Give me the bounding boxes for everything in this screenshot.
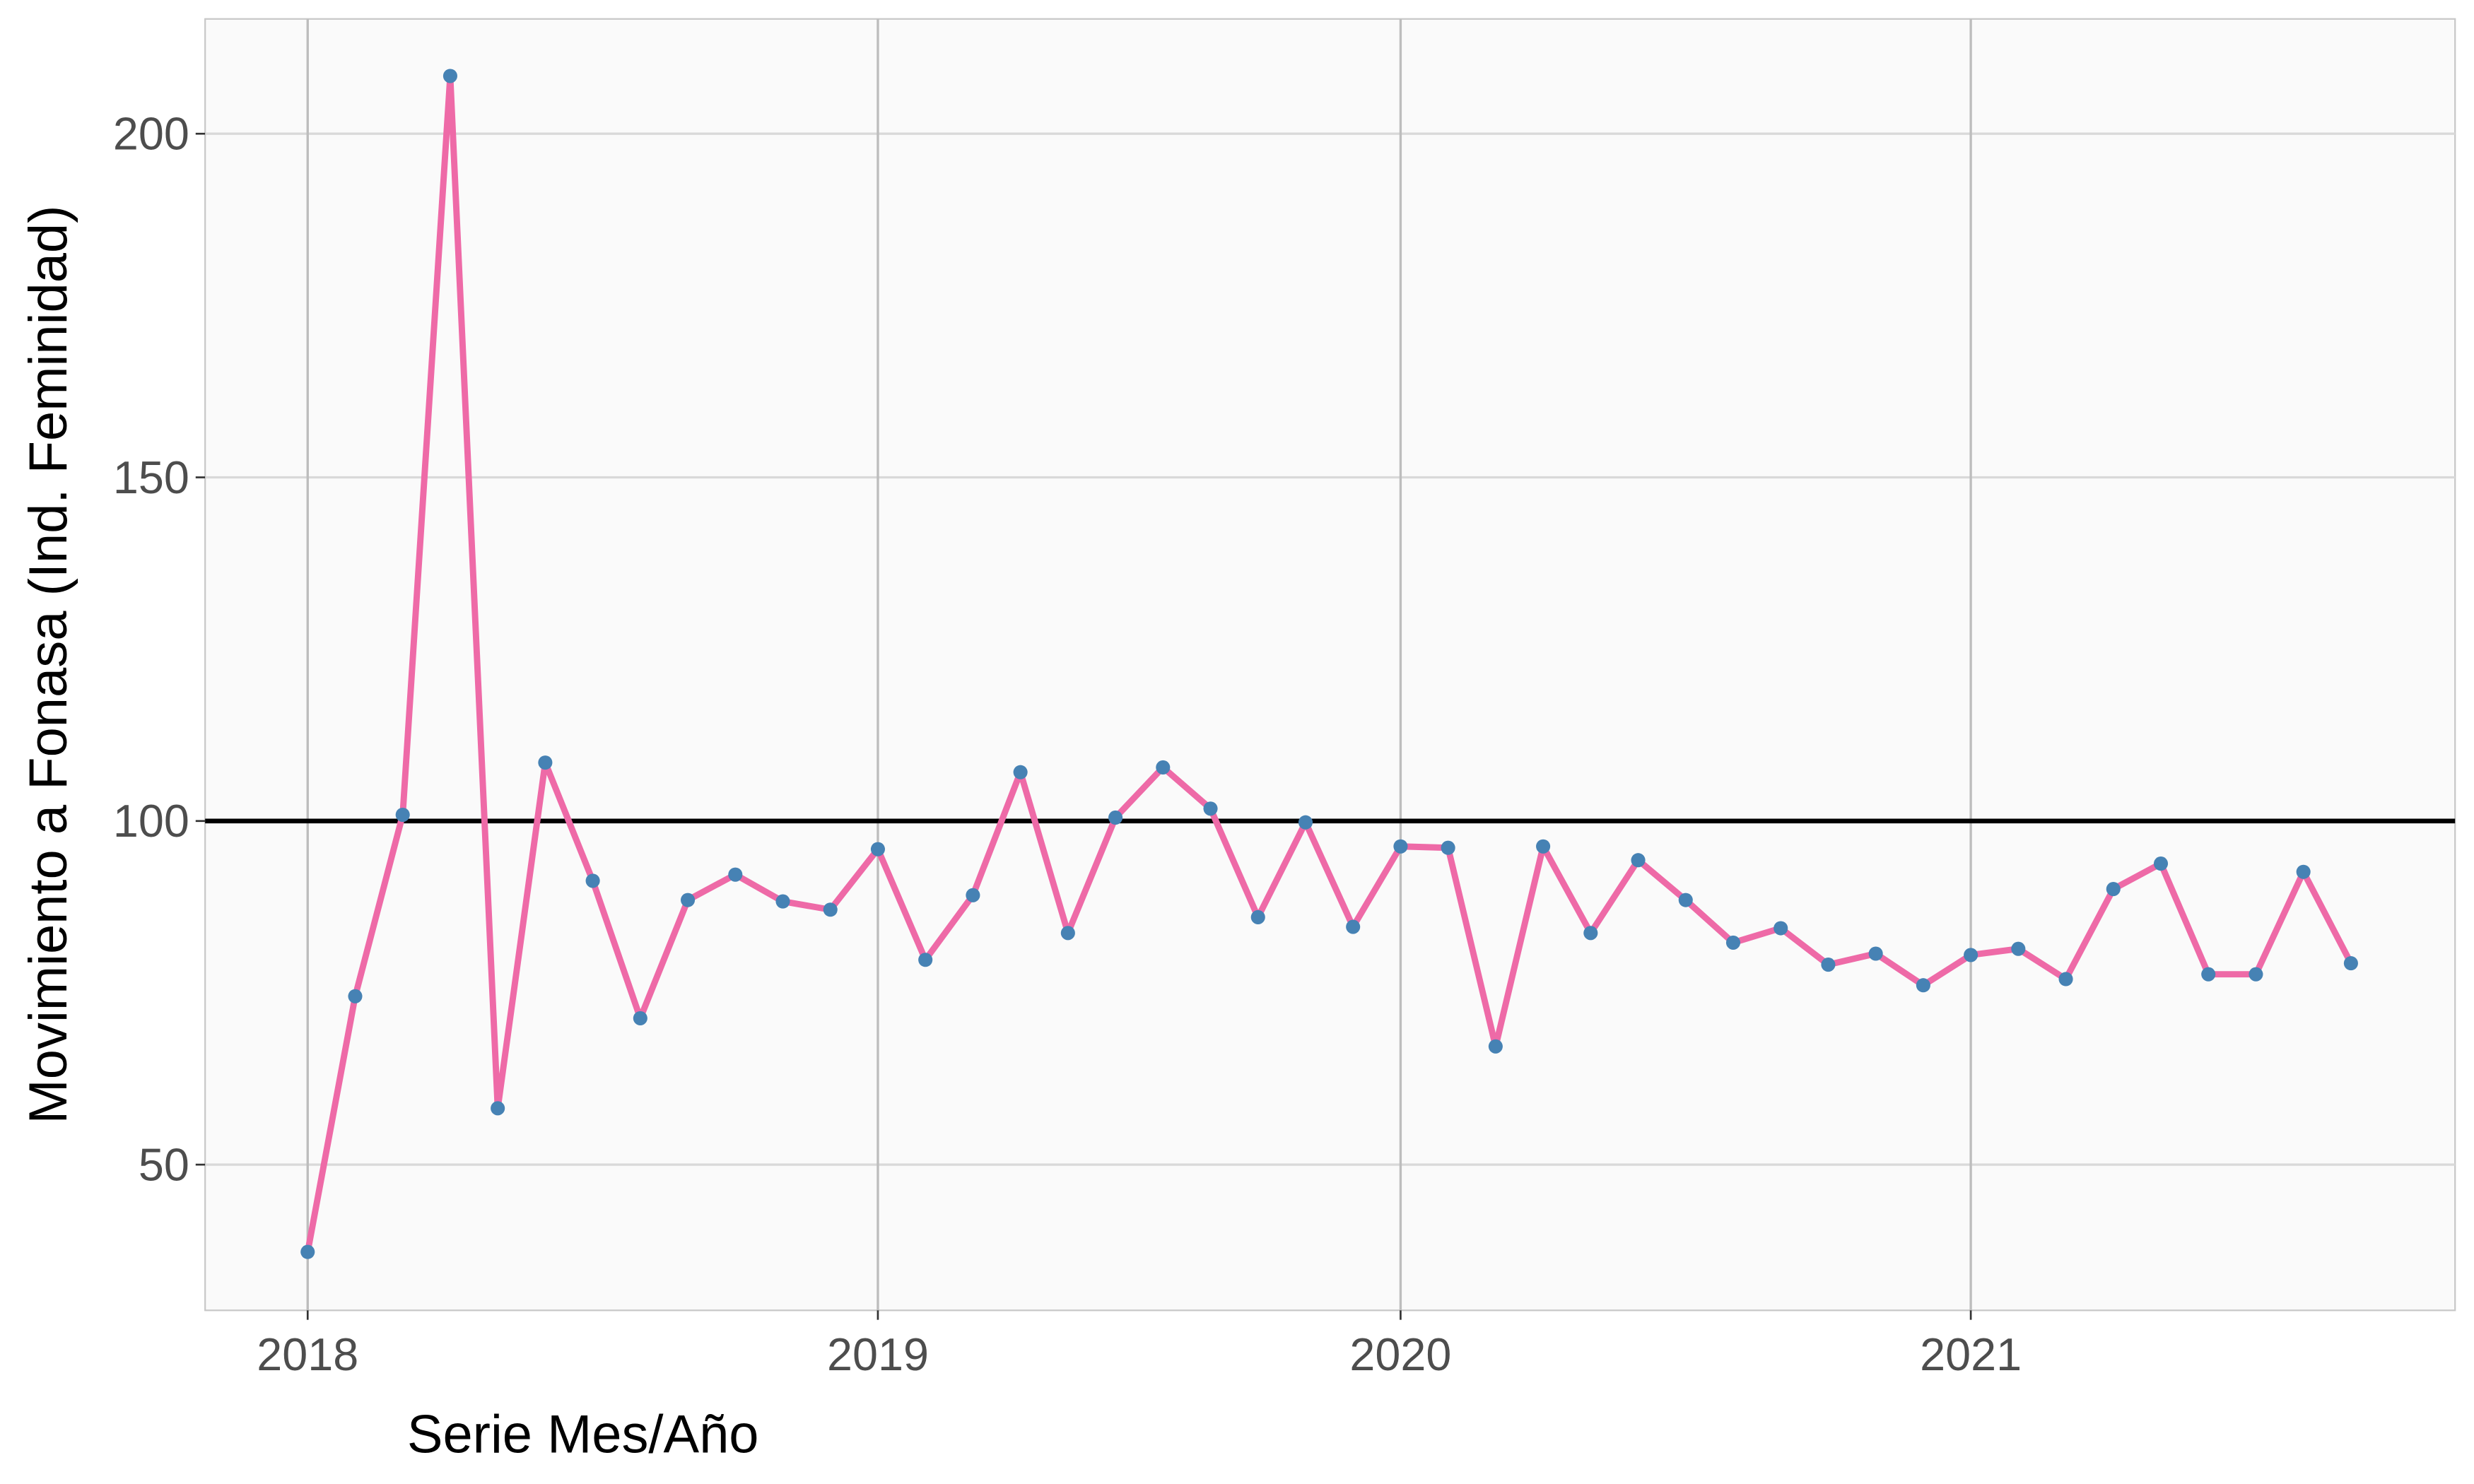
- data-line: [304, 73, 2354, 1253]
- data-point: [681, 893, 696, 907]
- x-tick-label: 2021: [1920, 1329, 2022, 1380]
- data-point: [1441, 840, 1455, 855]
- data-point: [491, 1101, 505, 1116]
- data-point: [1678, 893, 1693, 907]
- data-point: [395, 807, 410, 823]
- data-point: [918, 953, 933, 967]
- data-point: [1393, 839, 1408, 854]
- data-point: [1060, 926, 1075, 941]
- data-point: [1631, 853, 1646, 868]
- data-point: [1868, 946, 1883, 961]
- data-point: [1156, 760, 1171, 775]
- data-point: [2106, 882, 2121, 897]
- x-tick-label: 2019: [827, 1329, 929, 1380]
- data-point: [300, 1244, 315, 1259]
- data-point: [870, 842, 885, 856]
- data-point: [1821, 958, 1836, 972]
- data-point: [1916, 978, 1930, 993]
- data-point: [1583, 926, 1598, 941]
- y-tick-label: 50: [139, 1138, 189, 1190]
- data-point: [1298, 815, 1313, 830]
- data-point: [966, 888, 980, 902]
- y-tick-label: 200: [113, 108, 189, 160]
- data-point: [348, 989, 363, 1003]
- plot-panel: [204, 18, 2456, 1312]
- data-point: [1774, 921, 1788, 936]
- data-point: [1203, 801, 1218, 816]
- data-point: [1536, 839, 1551, 854]
- data-point: [2296, 864, 2311, 879]
- data-point: [1108, 810, 1123, 825]
- data-point: [2153, 856, 2169, 871]
- y-tick-label: 150: [113, 452, 189, 503]
- data-point: [2343, 956, 2358, 971]
- data-point: [442, 69, 457, 83]
- data-point: [538, 755, 553, 770]
- data-point: [1964, 948, 1978, 962]
- data-point: [2249, 967, 2263, 982]
- x-tick-label: 2020: [1349, 1329, 1451, 1380]
- data-point: [1346, 919, 1361, 934]
- x-tick-label: 2018: [257, 1329, 358, 1380]
- data-point: [2058, 972, 2073, 987]
- y-tick-label: 100: [113, 795, 189, 847]
- y-axis-title: Movimiento a Fonasa (Ind. Feminidad): [18, 206, 78, 1124]
- data-point: [1013, 765, 1028, 779]
- data-point: [728, 867, 743, 882]
- data-point: [775, 894, 790, 909]
- x-axis-title: Serie Mes/Año: [407, 1404, 759, 1464]
- data-point: [2201, 967, 2216, 982]
- data-point: [823, 902, 838, 917]
- data-point: [1488, 1039, 1503, 1054]
- data-point: [633, 1011, 647, 1025]
- data-point: [1250, 909, 1265, 925]
- data-point: [2011, 941, 2026, 956]
- data-point: [585, 873, 600, 888]
- data-point: [1725, 935, 1741, 950]
